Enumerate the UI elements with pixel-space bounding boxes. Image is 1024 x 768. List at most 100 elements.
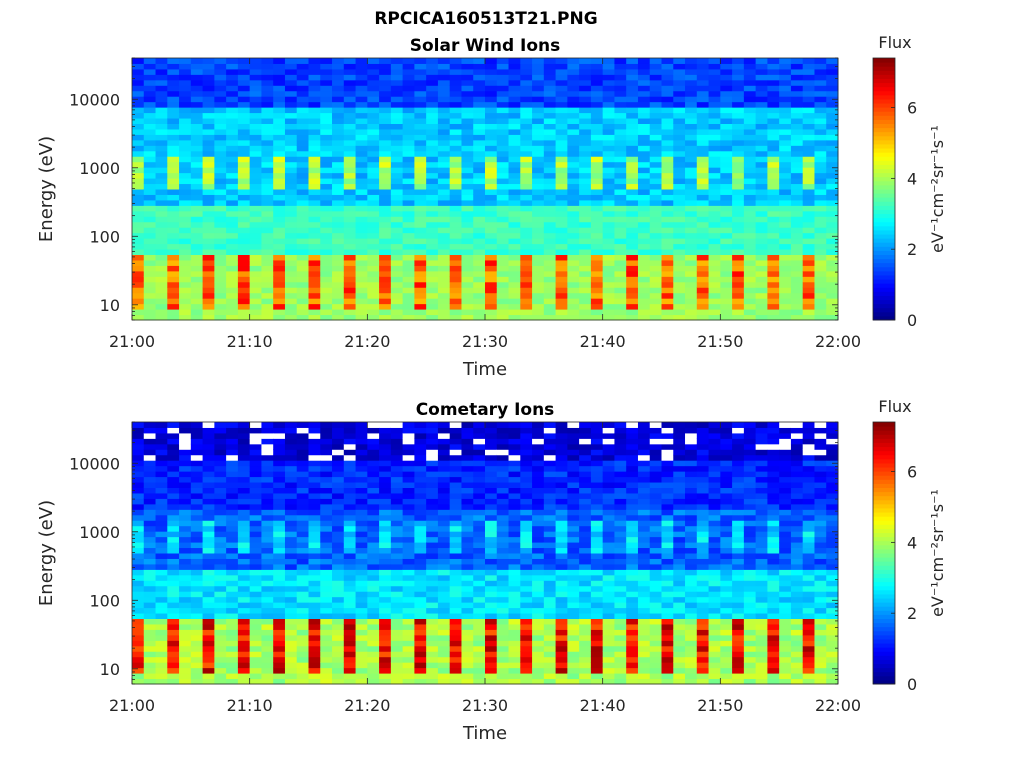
heatmap-cell — [614, 128, 627, 135]
heatmap-cell — [273, 427, 286, 434]
heatmap-cell — [343, 210, 357, 217]
heatmap-cell — [402, 107, 415, 114]
heatmap-cell — [802, 63, 815, 70]
heatmap-cell — [626, 314, 639, 321]
heatmap-cell — [237, 634, 251, 641]
heatmap-cell — [555, 558, 568, 565]
heatmap-cell — [496, 107, 510, 114]
heatmap-cell — [532, 618, 545, 625]
y-axis-label: Energy (eV) — [36, 136, 57, 242]
heatmap-cell — [743, 194, 757, 201]
heatmap-cell — [755, 150, 768, 157]
heatmap-cell — [696, 74, 710, 81]
data-gap-cell — [532, 438, 545, 445]
heatmap-cell — [720, 265, 733, 272]
heatmap-cell — [485, 128, 498, 135]
heatmap-cell — [308, 205, 321, 212]
heatmap-cell — [555, 210, 568, 217]
heatmap-cell — [355, 178, 368, 185]
heatmap-cell — [179, 292, 192, 299]
heatmap-cell — [414, 465, 427, 472]
heatmap-cell — [179, 68, 192, 75]
colorbar-segment — [873, 160, 895, 165]
heatmap-cell — [543, 232, 557, 239]
heatmap-cell — [555, 101, 568, 108]
heatmap-cell — [308, 194, 321, 201]
heatmap-cell — [626, 68, 639, 75]
heatmap-cell — [473, 678, 486, 685]
heatmap-cell — [332, 145, 345, 152]
heatmap-cell — [155, 553, 168, 559]
heatmap-cell — [473, 651, 486, 658]
heatmap-cell — [167, 123, 180, 130]
heatmap-cell — [590, 574, 604, 581]
heatmap-cell — [449, 629, 462, 636]
heatmap-cell — [390, 569, 404, 576]
heatmap-cell — [543, 178, 557, 185]
heatmap-cell — [179, 63, 192, 70]
heatmap-cell — [143, 178, 157, 185]
heatmap-cell — [720, 134, 733, 141]
heatmap-cell — [355, 254, 368, 261]
heatmap-cell — [308, 172, 321, 179]
heatmap-cell — [320, 259, 333, 266]
heatmap-cell — [614, 314, 627, 321]
heatmap-cell — [685, 270, 698, 277]
heatmap-cell — [708, 112, 721, 119]
heatmap-cell — [543, 482, 557, 488]
heatmap-cell — [379, 585, 392, 592]
heatmap-cell — [437, 438, 451, 445]
heatmap-cell — [461, 569, 474, 576]
heatmap-cell — [555, 259, 568, 266]
heatmap-cell — [461, 90, 474, 97]
heatmap-cell — [367, 465, 380, 472]
heatmap-cell — [661, 178, 674, 185]
heatmap-cell — [261, 276, 274, 283]
heatmap-cell — [602, 281, 615, 288]
heatmap-cell — [284, 156, 298, 163]
heatmap-cell — [261, 553, 274, 559]
heatmap-cell — [355, 634, 368, 641]
heatmap-cell — [732, 194, 745, 201]
heatmap-cell — [696, 205, 710, 212]
heatmap-cell — [555, 634, 568, 641]
heatmap-cell — [343, 585, 357, 592]
heatmap-cell — [555, 618, 568, 625]
colorbar-segment — [873, 115, 895, 120]
heatmap-cell — [426, 199, 439, 206]
heatmap-cell — [190, 63, 204, 70]
heatmap-cell — [296, 118, 309, 124]
heatmap-cell — [520, 79, 533, 86]
heatmap-cell — [167, 309, 180, 316]
heatmap-cell — [508, 618, 521, 625]
y-tick-label: 1000 — [79, 159, 120, 178]
heatmap-cell — [132, 427, 145, 434]
heatmap-cell — [296, 503, 309, 510]
heatmap-cell — [543, 199, 557, 206]
heatmap-cell — [237, 145, 251, 152]
heatmap-cell — [602, 254, 615, 261]
heatmap-cell — [461, 651, 474, 658]
heatmap-cell — [755, 172, 768, 179]
heatmap-cell — [555, 107, 568, 114]
heatmap-cell — [461, 662, 474, 669]
heatmap-cell — [190, 189, 204, 195]
heatmap-cell — [779, 134, 792, 141]
heatmap-cell — [579, 63, 592, 70]
heatmap-cell — [496, 536, 510, 543]
heatmap-cell — [485, 227, 498, 234]
heatmap-cell — [367, 574, 380, 581]
heatmap-cell — [473, 607, 486, 614]
heatmap-cell — [155, 238, 168, 245]
heatmap-cell — [567, 123, 580, 130]
heatmap-cell — [284, 503, 298, 510]
heatmap-cell — [543, 68, 557, 75]
heatmap-cell — [767, 128, 780, 135]
colorbar-segment — [873, 246, 895, 251]
heatmap-cell — [649, 243, 662, 250]
heatmap-cell — [508, 673, 521, 680]
heatmap-cell — [390, 205, 404, 212]
heatmap-cell — [496, 259, 510, 266]
heatmap-cell — [673, 249, 686, 255]
heatmap-cell — [567, 249, 580, 255]
